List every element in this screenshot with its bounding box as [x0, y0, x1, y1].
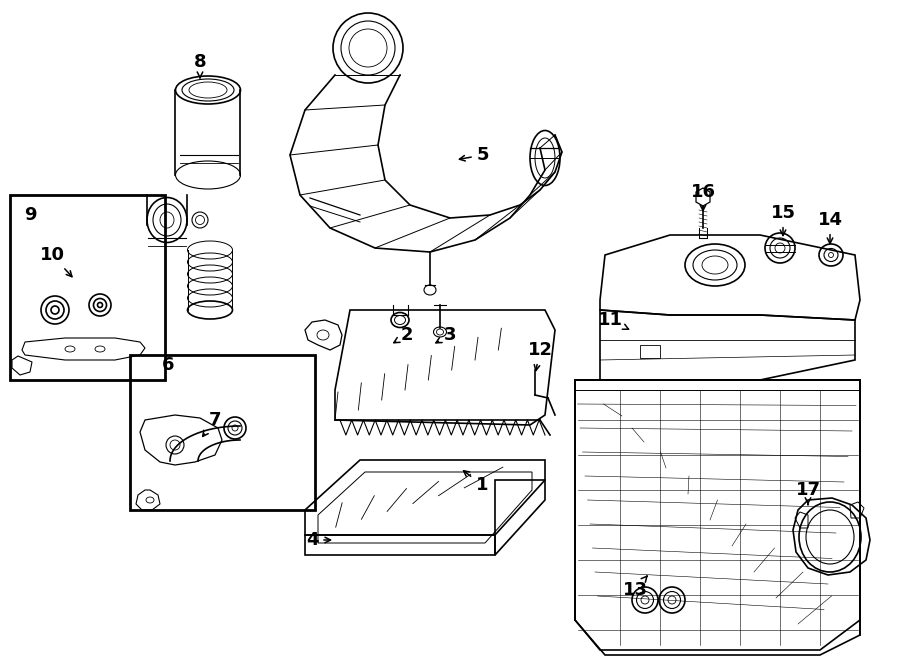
Text: 12: 12: [527, 341, 553, 371]
Bar: [10, 195, 165, 380]
Text: 2: 2: [394, 326, 413, 344]
Text: 4: 4: [306, 531, 330, 549]
Text: 7: 7: [202, 411, 221, 436]
Bar: [130, 355, 315, 510]
Text: 10: 10: [40, 246, 72, 277]
Text: 15: 15: [770, 204, 796, 235]
Text: 14: 14: [817, 211, 842, 243]
Text: 17: 17: [796, 481, 821, 504]
Text: 3: 3: [436, 326, 456, 344]
Text: 11: 11: [598, 311, 628, 329]
Text: 16: 16: [690, 183, 716, 210]
Text: 5: 5: [459, 146, 490, 164]
Text: 6: 6: [162, 356, 175, 374]
Text: 8: 8: [194, 53, 206, 77]
Text: 9: 9: [23, 206, 36, 224]
Text: 13: 13: [623, 576, 647, 599]
Text: 1: 1: [464, 471, 488, 494]
